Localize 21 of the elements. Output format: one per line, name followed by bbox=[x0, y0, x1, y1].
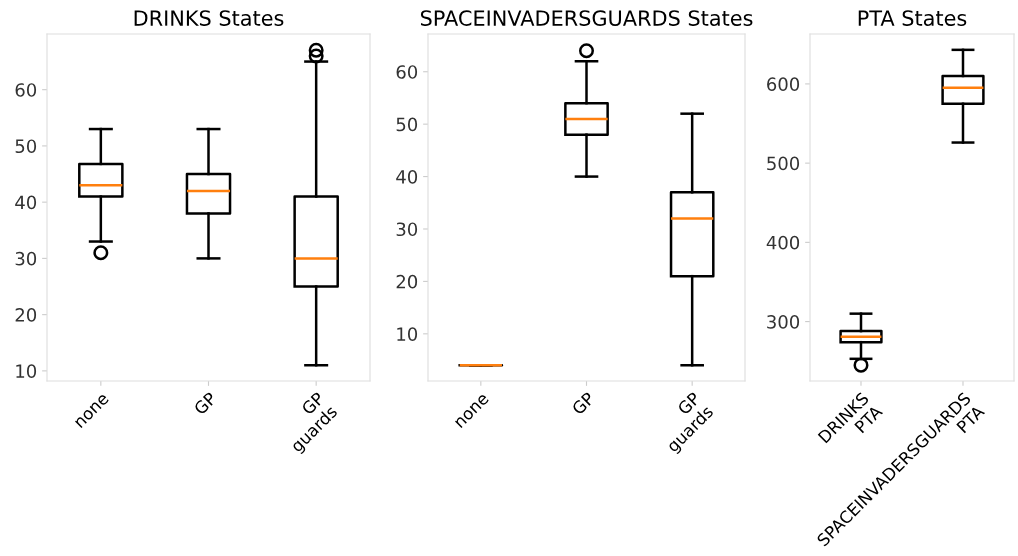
y-tick-label: 40 bbox=[396, 170, 418, 184]
y-tick-label: 60 bbox=[396, 65, 418, 79]
y-tick-label: 10 bbox=[397, 327, 418, 341]
chart-title: SPACEINVADERSGUARDS States bbox=[420, 10, 753, 26]
y-tick-label: 10 bbox=[16, 364, 37, 378]
y-tick-label: 50 bbox=[396, 117, 418, 132]
x-tick-label: GP bbox=[193, 391, 218, 416]
x-tick-label: GP bbox=[571, 391, 596, 416]
y-tick-label: 30 bbox=[15, 251, 37, 266]
chart-title: DRINKS States bbox=[134, 10, 284, 26]
y-tick-label: 600 bbox=[767, 77, 800, 92]
chart-title: PTA States bbox=[858, 10, 967, 26]
y-tick-label: 20 bbox=[396, 274, 418, 289]
y-tick-label: 30 bbox=[396, 222, 418, 237]
y-tick-label: 20 bbox=[15, 308, 37, 322]
y-tick-label: 500 bbox=[767, 156, 800, 171]
y-tick-label: 40 bbox=[15, 195, 37, 210]
y-tick-label: 400 bbox=[766, 235, 800, 250]
y-tick-label: 300 bbox=[767, 315, 800, 329]
y-tick-label: 50 bbox=[15, 139, 37, 154]
y-tick-label: 60 bbox=[15, 83, 37, 97]
